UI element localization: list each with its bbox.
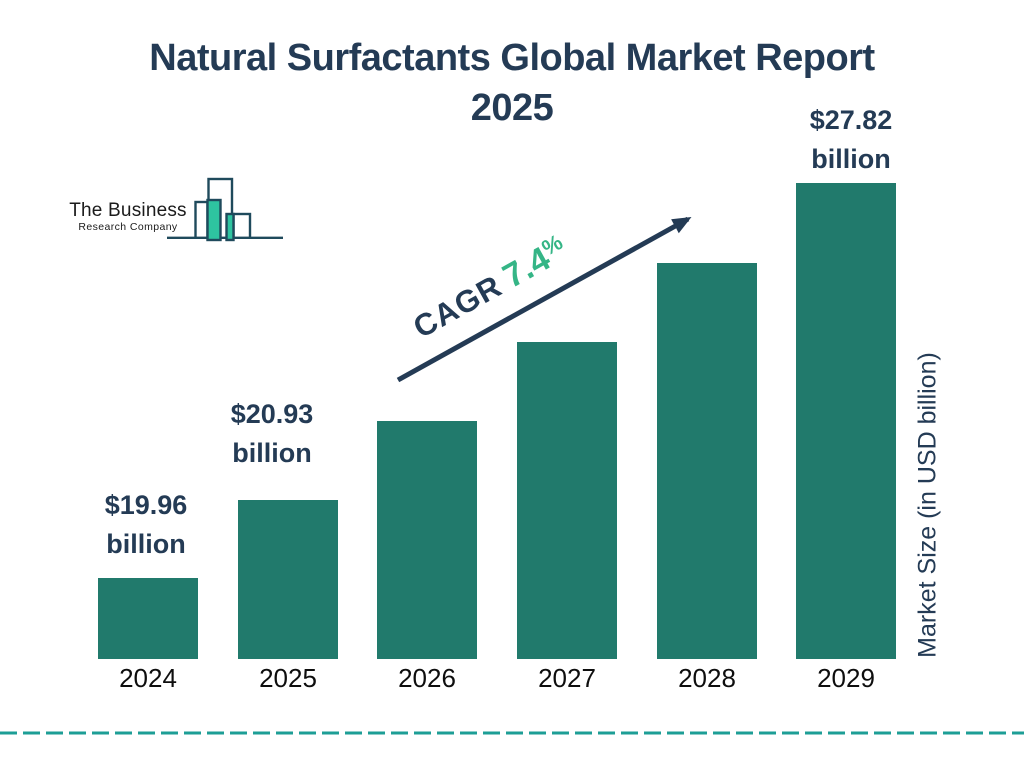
company-logo-name: The Business <box>69 200 187 221</box>
page-title-line2: 2025 <box>470 87 554 129</box>
data-label-2024-unit: billion <box>106 529 186 559</box>
bar-2024 <box>98 578 198 659</box>
company-logo-text: The Business Research Company <box>62 200 194 233</box>
bar-2025 <box>238 500 338 659</box>
company-logo-subname: Research Company <box>78 221 178 233</box>
y-axis-label: Market Size (in USD billion) <box>913 352 942 658</box>
data-label-2024-value: $19.96 <box>104 490 188 520</box>
cagr-annotation: CAGR7.4% <box>406 229 574 346</box>
data-label-2025: $20.93 billion <box>231 395 314 473</box>
data-label-2025-unit: billion <box>232 438 312 468</box>
x-tick-2024: 2024 <box>119 663 177 693</box>
bar-2026 <box>377 421 477 659</box>
page-title: Natural Surfactants Global Market Report… <box>0 33 1024 133</box>
data-label-2025-value: $20.93 <box>230 399 314 429</box>
page-title-line1: Natural Surfactants Global Market Report <box>149 37 875 79</box>
data-label-2024: $19.96 billion <box>105 486 188 564</box>
cagr-label: CAGR <box>407 268 508 345</box>
x-tick-2026: 2026 <box>398 663 456 693</box>
x-tick-2028: 2028 <box>678 663 736 693</box>
bar-2028 <box>657 263 757 659</box>
company-logo: The Business Research Company <box>60 176 290 246</box>
data-label-2029-unit: billion <box>811 144 891 174</box>
x-tick-2027: 2027 <box>538 663 596 693</box>
bar-2027 <box>517 342 617 659</box>
x-tick-2025: 2025 <box>259 663 317 693</box>
data-label-2029: $27.82 billion <box>810 101 893 179</box>
x-tick-2029: 2029 <box>817 663 875 693</box>
bar-2029 <box>796 183 896 659</box>
logo-bar-chart-icon <box>167 177 283 242</box>
data-label-2029-value: $27.82 <box>809 105 893 135</box>
